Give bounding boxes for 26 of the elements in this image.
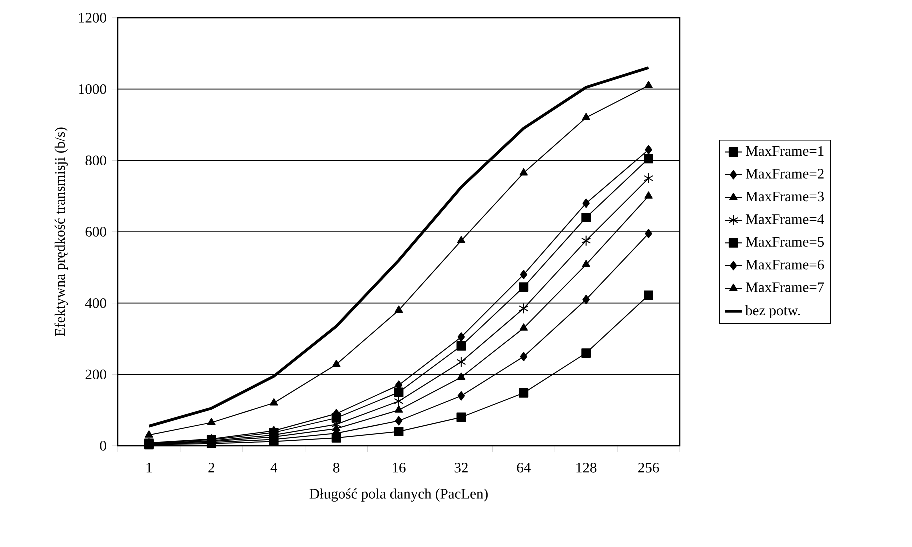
x-tick-label: 16	[393, 463, 406, 473]
y-tick-label: 1000	[79, 84, 106, 94]
y-tick-label: 200	[86, 370, 106, 380]
y-tick-label: 0	[100, 441, 106, 451]
legend-label: MaxFrame=4	[746, 214, 824, 224]
x-tick-label: 64	[517, 463, 531, 473]
legend-label: MaxFrame=1	[746, 146, 824, 156]
legend-label: MaxFrame=5	[746, 237, 824, 247]
x-tick-label: 256	[638, 463, 660, 473]
legend-label: bez potw.	[746, 305, 800, 319]
x-tick-label: 4	[270, 463, 278, 473]
legend-label: MaxFrame=3	[746, 192, 824, 202]
y-axis-title: Efektywna prędkość transmisji (b/s)	[54, 128, 68, 336]
x-tick-label: 128	[576, 463, 597, 473]
x-axis-title: Długość pola danych (PacLen)	[310, 488, 488, 502]
x-tick-label: 8	[333, 463, 340, 473]
x-tick-label: 1	[146, 463, 152, 473]
x-tick-label: 2	[208, 463, 214, 473]
y-tick-label: 600	[86, 227, 106, 237]
y-tick-label: 1200	[79, 13, 106, 23]
x-tick-label: 32	[454, 463, 468, 473]
y-tick-label: 800	[86, 156, 106, 166]
legend-label: MaxFrame=6	[746, 260, 824, 270]
y-tick-label: 400	[86, 298, 106, 308]
legend-label: MaxFrame=7	[746, 282, 824, 292]
legend-label: MaxFrame=2	[746, 169, 824, 179]
